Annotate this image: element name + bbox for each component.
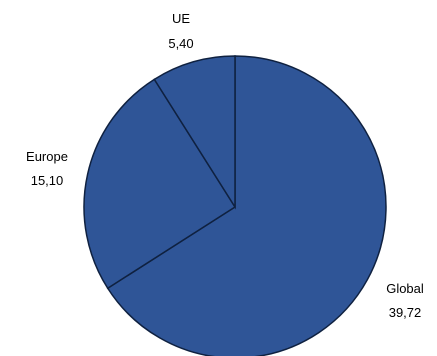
slice-label-ue-value: 5,40 bbox=[168, 36, 193, 51]
pie-slice-europe bbox=[83, 78, 237, 290]
pie-slice-global bbox=[106, 55, 387, 356]
slice-label-global-value: 39,72 bbox=[389, 305, 422, 320]
slice-label-ue-name: UE bbox=[172, 11, 190, 26]
slice-label-europe-name: Europe bbox=[26, 149, 68, 164]
pie-slice-ue bbox=[153, 55, 236, 210]
slice-label-europe-value: 15,10 bbox=[31, 173, 64, 188]
slice-label-global-name: Global bbox=[386, 281, 424, 296]
